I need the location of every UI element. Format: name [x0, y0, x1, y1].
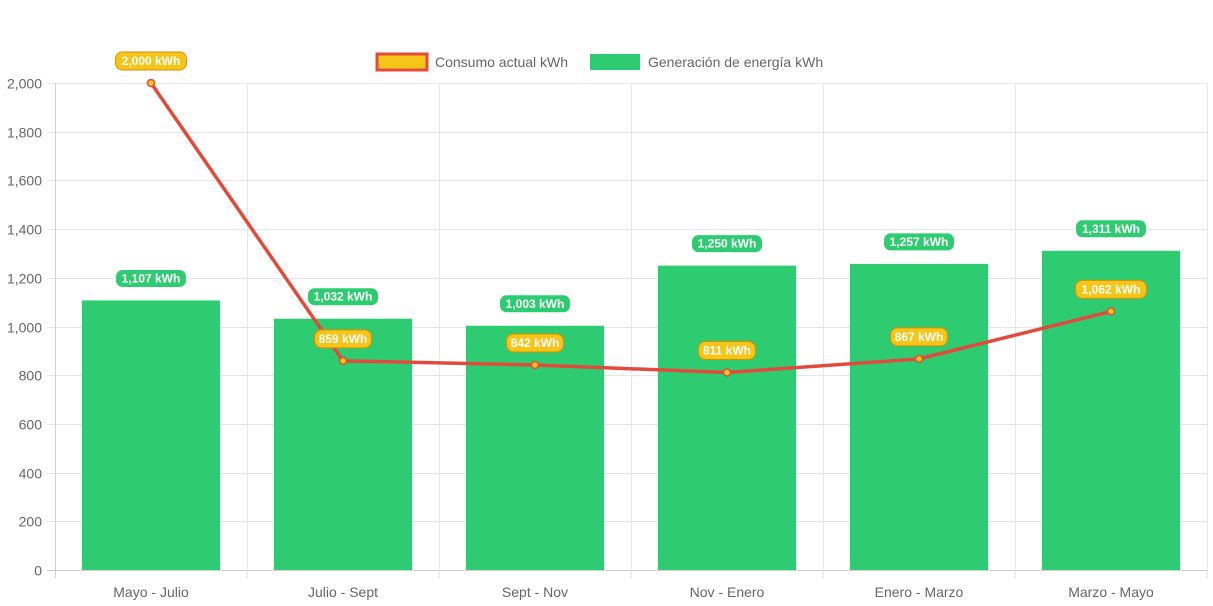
line-point	[338, 356, 348, 366]
y-tick-label: 800	[19, 368, 43, 384]
legend[interactable]: Consumo actual kWh Generación de energía…	[375, 52, 823, 72]
bar-data-label: 1,311 kWh	[1075, 219, 1147, 239]
line-data-label-text: 842 kWh	[511, 336, 560, 350]
line-point	[1106, 307, 1116, 316]
line-data-label-text: 811 kWh	[703, 344, 751, 358]
bar-data-label: 1,250 kWh	[691, 234, 763, 254]
bar	[849, 263, 989, 570]
y-tick-label: 1,400	[7, 222, 42, 238]
bar-data-label-bg	[307, 287, 379, 307]
bar-data-label-text: 1,003 kWh	[506, 297, 565, 311]
line-data-label-text: 867 kWh	[895, 330, 944, 344]
bar-data-label-text: 1,311 kWh	[1082, 222, 1140, 236]
bar-data-label-text: 1,257 kWh	[890, 235, 949, 249]
bar	[273, 318, 413, 570]
line-data-label-bg	[1075, 279, 1147, 299]
line-data-label-bg	[506, 333, 564, 353]
line-point	[530, 360, 540, 370]
line-data-label-text: 859 kWh	[319, 332, 368, 346]
legend-label-generacion[interactable]: Generación de energía kWh	[648, 54, 823, 70]
line-data-label-text: 1,062 kWh	[1082, 282, 1141, 296]
x-tick-label: Marzo - Mayo	[1068, 584, 1154, 600]
y-tick-label: 1,000	[7, 320, 42, 336]
bar-data-label: 1,107 kWh	[115, 268, 187, 288]
bar	[81, 300, 221, 570]
line-data-label: 811 kWh	[698, 341, 756, 361]
line-data-label-bg	[314, 329, 372, 349]
bar-data-label-text: 1,250 kWh	[698, 237, 757, 251]
y-tick-label: 400	[19, 466, 43, 482]
bar-data-label-bg	[691, 234, 763, 254]
bar-data-label: 1,003 kWh	[499, 294, 571, 314]
x-tick-label: Sept - Nov	[502, 584, 568, 600]
bar-data-label-text: 1,107 kWh	[122, 271, 181, 285]
bar-data-label: 1,257 kWh	[883, 232, 955, 252]
y-tick-label: 0	[34, 563, 42, 579]
y-tick-label: 200	[19, 514, 43, 530]
x-tick-label: Nov - Enero	[690, 584, 765, 600]
consumo-line	[149, 82, 1112, 375]
line-data-label-bg	[698, 341, 756, 361]
bar-series	[81, 250, 1181, 571]
y-tick-label: 2,000	[7, 76, 42, 92]
x-tick-label: Julio - Sept	[308, 584, 378, 600]
bar-data-label-bg	[883, 232, 955, 252]
line-data-label: 842 kWh	[506, 333, 564, 353]
line-point	[722, 368, 732, 377]
bar-data-label-bg	[1075, 219, 1147, 239]
line-data-label-bg	[890, 327, 948, 347]
bar	[657, 265, 797, 570]
line-series	[146, 78, 1116, 377]
line-data-label: 2,000 kWh	[115, 51, 187, 71]
bar-data-label-bg	[115, 268, 187, 288]
legend-swatch-generacion[interactable]	[590, 54, 640, 70]
line-data-label-bg	[115, 51, 187, 71]
x-tick-label: Mayo - Julio	[113, 584, 189, 600]
bar	[1041, 250, 1181, 571]
line-data-label-text: 2,000 kWh	[122, 54, 181, 68]
axes: 0 200 400 600 800 1,000 1,200 1,400 1,600 1,800 2,…	[7, 76, 1154, 601]
y-tick-label: 600	[19, 417, 43, 433]
grid	[47, 83, 1208, 578]
bar-data-label: 1,032 kWh	[307, 287, 379, 307]
line-data-label: 1,062 kWh	[1075, 279, 1147, 299]
bar-data-label-text: 1,032 kWh	[314, 290, 373, 304]
legend-swatch-consumo[interactable]	[375, 52, 429, 72]
data-labels: 1,107 kWh 1,032 kWh 1,003 kWh 1,250 kWh 1,25…	[115, 51, 1147, 361]
bar-data-label-bg	[499, 294, 571, 314]
legend-label-consumo[interactable]: Consumo actual kWh	[435, 54, 568, 70]
y-tick-label: 1,600	[7, 173, 42, 189]
y-tick-label: 1,800	[7, 125, 42, 141]
line-data-label: 867 kWh	[890, 327, 948, 347]
x-tick-label: Enero - Marzo	[875, 584, 964, 600]
line-point	[914, 354, 924, 364]
line-point	[146, 78, 156, 88]
line-data-label: 859 kWh	[314, 329, 372, 349]
y-tick-label: 1,200	[7, 271, 42, 287]
